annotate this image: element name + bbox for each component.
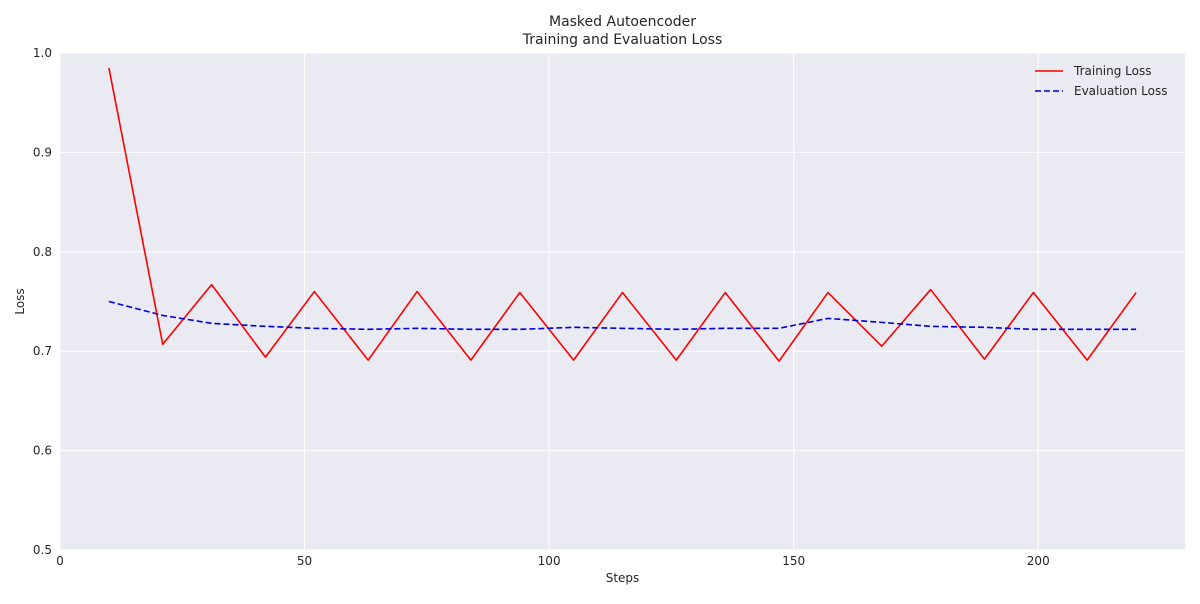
plot-area (60, 53, 1185, 550)
legend-label-evaluation: Evaluation Loss (1074, 84, 1167, 98)
y-tick-label: 0.5 (33, 543, 52, 557)
x-tick-label: 100 (538, 554, 561, 568)
x-tick-label: 200 (1027, 554, 1050, 568)
y-tick-label: 0.6 (33, 444, 52, 458)
y-axis-label: Loss (13, 288, 27, 314)
x-axis-label: Steps (606, 571, 640, 585)
legend: Training Loss Evaluation Loss (1035, 64, 1167, 98)
chart-title: Masked Autoencoder (549, 14, 696, 30)
y-tick-label: 0.7 (33, 344, 52, 358)
series-layer (108, 67, 1137, 362)
y-tick-label: 0.8 (33, 245, 52, 259)
legend-label-training: Training Loss (1073, 64, 1151, 78)
y-tick-label: 0.9 (33, 145, 52, 159)
grid-lines (59, 52, 1185, 551)
x-tick-label: 0 (56, 554, 64, 568)
series-line-training (108, 67, 1137, 362)
y-tick-label: 1.0 (33, 46, 52, 60)
x-tick-label: 150 (782, 554, 805, 568)
chart-subtitle: Training and Evaluation Loss (522, 32, 723, 48)
series-line-evaluation (108, 300, 1137, 331)
tick-labels: 0 50 100 150 200 0.5 0.6 0.7 0.8 0.9 1.0 (33, 46, 1050, 568)
x-tick-label: 50 (297, 554, 312, 568)
